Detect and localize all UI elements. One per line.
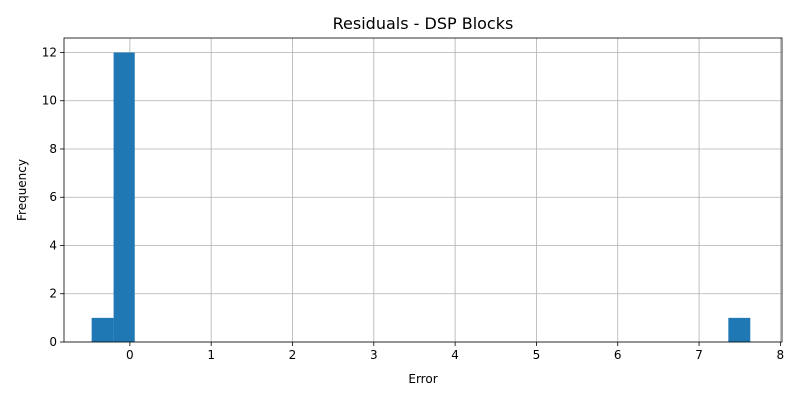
histogram-bar (728, 317, 751, 342)
x-tick-label: 3 (370, 348, 378, 362)
grid-layer (64, 38, 782, 343)
x-tick-label: 1 (207, 348, 215, 362)
x-tick-label: 0 (126, 348, 134, 362)
x-tick-label: 4 (451, 348, 459, 362)
bar-layer (91, 52, 751, 342)
x-axis-label: Error (408, 372, 437, 386)
x-tick-label: 2 (289, 348, 297, 362)
chart-title: Residuals - DSP Blocks (333, 14, 514, 33)
x-tick-label: 6 (614, 348, 622, 362)
histogram-bar (91, 317, 114, 342)
y-tick-label: 0 (49, 335, 57, 349)
histogram-bar (113, 52, 135, 342)
y-tick-label: 8 (49, 142, 57, 156)
x-tick-label: 5 (533, 348, 541, 362)
x-tick-label: 7 (695, 348, 703, 362)
y-tick-label: 10 (42, 94, 57, 108)
y-axis-label: Frequency (15, 159, 29, 221)
y-tick-label: 4 (49, 238, 57, 252)
x-tick-label: 8 (777, 348, 785, 362)
y-tick-label: 12 (42, 45, 57, 59)
plot-frame (63, 37, 783, 343)
y-tick-label: 2 (49, 287, 57, 301)
y-tick-label: 6 (49, 190, 57, 204)
